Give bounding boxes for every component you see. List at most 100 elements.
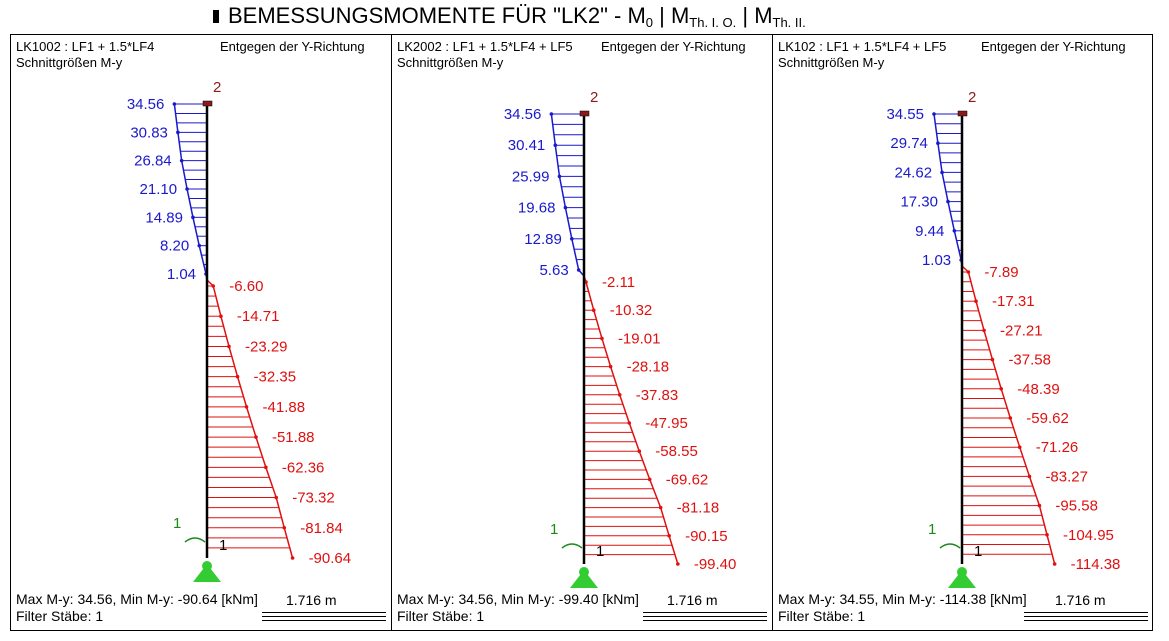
- member-label: 1: [928, 521, 936, 538]
- negative-moment-point: [1045, 533, 1049, 537]
- negative-moment-label: -47.95: [645, 415, 688, 432]
- negative-moment-point: [659, 506, 663, 510]
- positive-moment-label: 26.84: [134, 153, 172, 170]
- positive-moment-point: [577, 268, 581, 272]
- positive-moment-label: 14.89: [145, 209, 183, 226]
- positive-moment-point: [953, 229, 957, 233]
- negative-moment-point: [291, 556, 295, 560]
- filter-label: Filter Stäbe: 1: [397, 608, 484, 624]
- positive-moment-point: [550, 112, 554, 116]
- top-node-label: 2: [213, 79, 221, 96]
- negative-moment-label: -7.89: [984, 264, 1018, 281]
- rotation-arrow-icon: [185, 538, 205, 542]
- positive-moment-point: [570, 237, 574, 241]
- positive-moment-point: [176, 131, 180, 135]
- negative-moment-point: [592, 308, 596, 312]
- negative-moment-label: -14.71: [237, 308, 280, 325]
- negative-moment-label: -17.31: [992, 293, 1035, 310]
- negative-moment-point: [227, 345, 231, 349]
- negative-moment-label: -73.32: [292, 490, 335, 507]
- negative-moment-point: [637, 449, 641, 453]
- negative-moment-point: [282, 526, 286, 530]
- scale-bar: [262, 612, 386, 621]
- negative-moment-label: -19.01: [618, 330, 661, 347]
- negative-moment-label: -71.26: [1036, 439, 1079, 456]
- bottom-node-label: 1: [219, 537, 227, 554]
- negative-moment-label: -104.95: [1063, 527, 1114, 544]
- positive-moment-point: [185, 187, 189, 191]
- negative-moment-point: [676, 562, 680, 566]
- positive-moment-point: [558, 175, 562, 179]
- negative-moment-point: [1053, 562, 1057, 566]
- positive-moment-point: [946, 200, 950, 204]
- positive-moment-label: 8.20: [160, 238, 189, 255]
- negative-moment-label: -99.40: [694, 556, 737, 573]
- filter-label: Filter Stäbe: 1: [16, 608, 103, 624]
- negative-moment-point: [667, 534, 671, 538]
- negative-moment-point: [245, 405, 249, 409]
- negative-moment-label: -95.58: [1055, 498, 1098, 515]
- negative-moment-label: -37.58: [1008, 352, 1051, 369]
- negative-moment-point: [627, 421, 631, 425]
- extremes-label: Max M-y: 34.56, Min M-y: -90.64 [kNm]: [16, 591, 258, 607]
- negative-moment-point: [609, 365, 613, 369]
- negative-moment-label: -41.88: [263, 399, 306, 416]
- negative-moment-point: [264, 466, 268, 470]
- top-node-marker: [203, 101, 212, 106]
- negative-moment-label: -6.60: [229, 278, 263, 295]
- panel-lk2002: LK2002 : LF1 + 1.5*LF4 + LF5 Entgegen de…: [391, 34, 772, 631]
- positive-moment-label: 17.30: [900, 194, 938, 211]
- support-icon: [948, 570, 976, 588]
- rotation-arrow-icon: [562, 544, 582, 548]
- positive-moment-point: [180, 159, 184, 163]
- positive-moment-label: 29.74: [890, 135, 928, 152]
- negative-moment-label: -51.88: [272, 429, 315, 446]
- bottom-node-label: 1: [974, 543, 982, 560]
- scale-bar: [643, 612, 767, 621]
- diagram-title: BEMESSUNGSMOMENTE FÜR "LK2" - M0 | MTh. …: [0, 0, 1169, 34]
- positive-moment-label: 24.62: [895, 164, 933, 181]
- negative-moment-label: -81.84: [300, 520, 343, 537]
- member-label: 1: [550, 521, 558, 538]
- positive-moment-label: 19.68: [518, 200, 556, 217]
- title-marker: [213, 10, 219, 23]
- negative-moment-point: [1008, 416, 1012, 420]
- moment-diagram: 2 1 1 34.56 30.83 26.84 21.10 14.89 8.20 1.04 -6.6…: [10, 34, 391, 631]
- filter-label: Filter Stäbe: 1: [778, 608, 865, 624]
- negative-moment-point: [967, 270, 971, 274]
- positive-moment-point: [564, 206, 568, 210]
- bottom-node-label: 1: [596, 543, 604, 560]
- positive-moment-point: [932, 112, 936, 116]
- negative-moment-label: -81.18: [677, 500, 720, 517]
- extremes-label: Max M-y: 34.55, Min M-y: -114.38 [kNm]: [778, 591, 1027, 607]
- positive-moment-label: 5.63: [539, 262, 568, 279]
- positive-moment-point: [173, 102, 177, 106]
- negative-moment-label: -58.55: [655, 443, 698, 460]
- negative-moment-label: -23.29: [245, 338, 288, 355]
- negative-moment-label: -2.11: [602, 274, 635, 291]
- panel-lk102: LK102 : LF1 + 1.5*LF4 + LF5 Entgegen der…: [772, 34, 1153, 631]
- negative-moment-point: [999, 387, 1003, 391]
- moment-diagram: 21134.5630.4125.9919.6812.895.63-2.11-10…: [391, 34, 772, 631]
- title-text: BEMESSUNGSMOMENTE FÜR "LK2" - M0 | MTh. …: [228, 3, 806, 30]
- negative-moment-label: -90.15: [685, 528, 728, 545]
- positive-moment-curve: [934, 114, 962, 266]
- positive-moment-label: 12.89: [524, 231, 562, 248]
- positive-moment-point: [553, 143, 557, 147]
- member-label: 1: [173, 515, 181, 532]
- extremes-label: Max M-y: 34.56, Min M-y: -99.40 [kNm]: [397, 591, 639, 607]
- positive-moment-label: 21.10: [140, 181, 178, 198]
- positive-moment-label: 34.56: [504, 106, 542, 123]
- positive-moment-label: 1.04: [167, 266, 196, 283]
- positive-moment-point: [936, 141, 940, 145]
- negative-moment-point: [219, 314, 223, 318]
- positive-moment-point: [940, 171, 944, 175]
- negative-moment-point: [1028, 475, 1032, 479]
- top-node-label: 2: [968, 89, 976, 106]
- negative-moment-label: -62.36: [282, 459, 325, 476]
- negative-moment-point: [648, 478, 652, 482]
- positive-moment-point: [191, 216, 195, 220]
- negative-moment-label: -114.38: [1071, 556, 1121, 573]
- negative-moment-label: -10.32: [610, 302, 653, 319]
- negative-moment-point: [991, 358, 995, 362]
